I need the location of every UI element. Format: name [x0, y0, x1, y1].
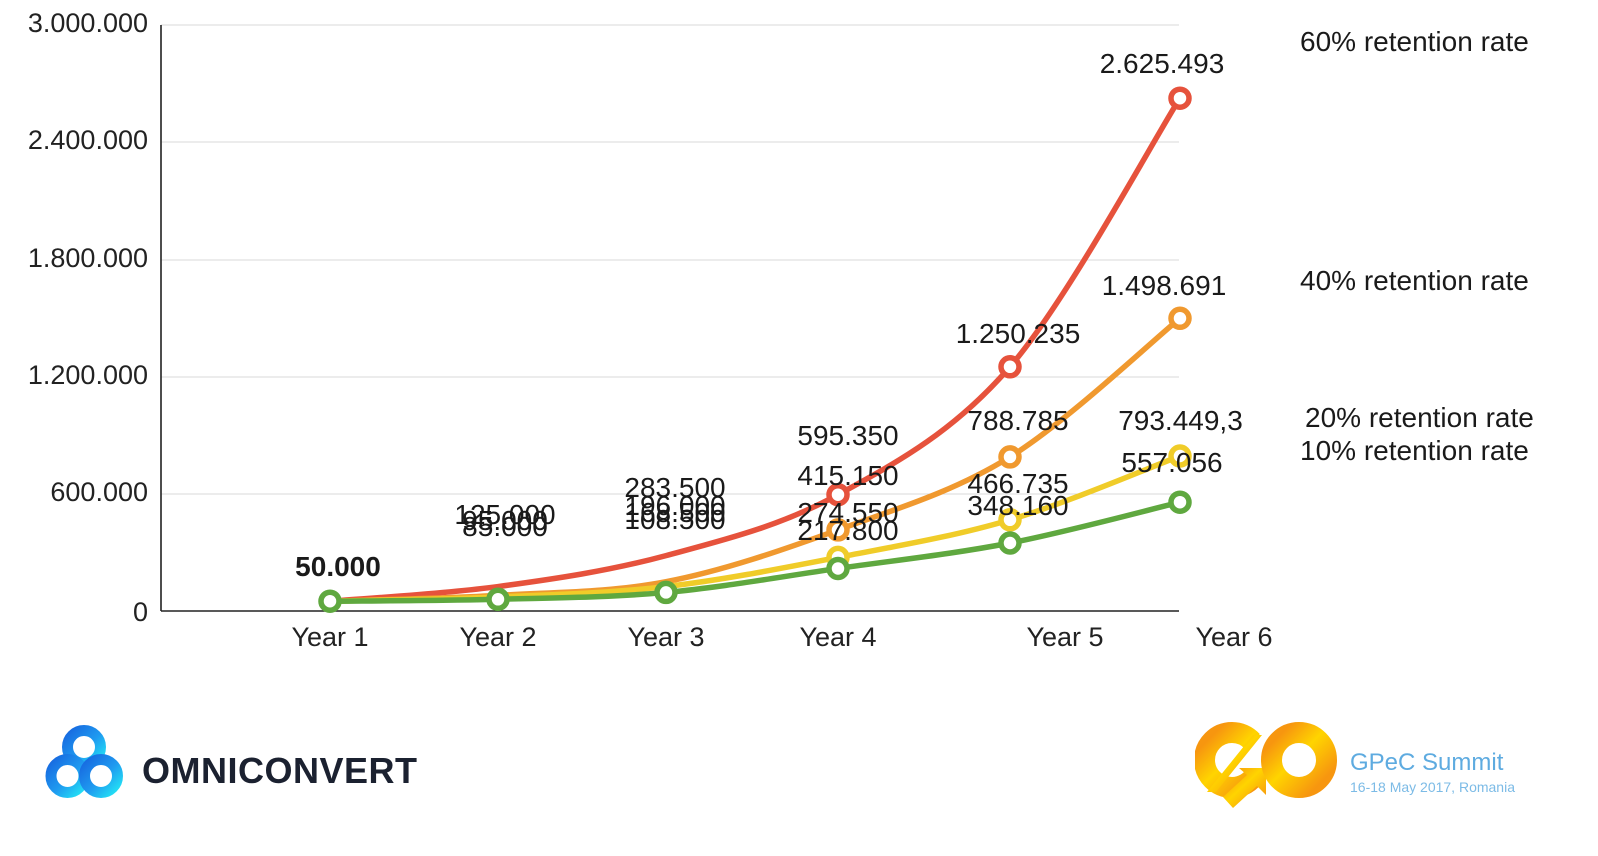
- svg-text:OMNICONVERT: OMNICONVERT: [142, 750, 418, 791]
- svg-text:16-18 May 2017, Romania: 16-18 May 2017, Romania: [1350, 779, 1515, 795]
- svg-text:GPeC Summit: GPeC Summit: [1350, 749, 1504, 776]
